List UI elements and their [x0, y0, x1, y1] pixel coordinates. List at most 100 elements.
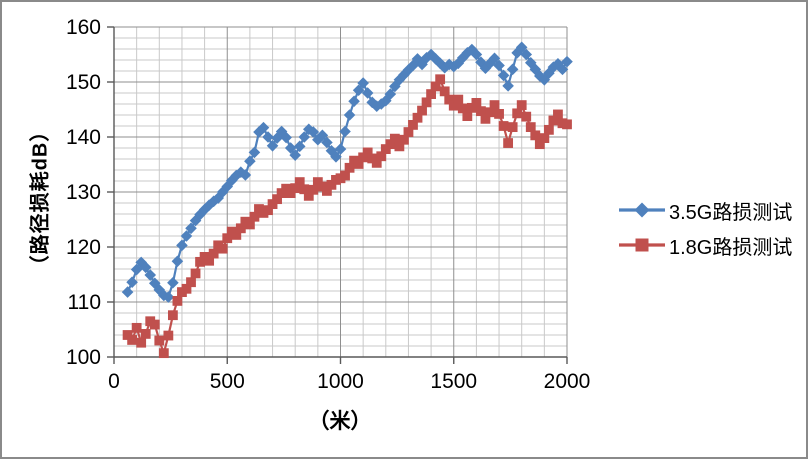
square-marker: [562, 119, 572, 130]
diamond-marker: [524, 56, 537, 69]
diamond-marker: [357, 77, 369, 89]
diamond-marker: [515, 41, 528, 54]
diamond-marker: [185, 222, 197, 235]
diamond-marker: [257, 121, 270, 134]
square-marker-icon: [619, 238, 665, 252]
square-marker: [553, 109, 563, 120]
y-tick-label: 140: [66, 126, 101, 149]
square-marker: [290, 183, 301, 194]
diamond-marker: [298, 131, 311, 143]
legend-label: 1.8G路损测试: [669, 236, 793, 259]
square-marker: [186, 277, 196, 288]
diamond-marker: [380, 94, 392, 107]
square-marker: [362, 147, 373, 158]
diamond-marker: [284, 142, 297, 154]
square-marker: [480, 113, 491, 124]
legend-item-1-8g[interactable]: 1.8G路损测试: [617, 231, 792, 259]
square-marker: [389, 133, 400, 144]
diamond-marker: [121, 286, 134, 298]
diamond-marker: [189, 214, 202, 227]
square-marker: [489, 100, 500, 110]
square-marker: [439, 86, 450, 97]
square-marker: [249, 211, 260, 222]
axes: [107, 26, 568, 364]
diamond-marker: [293, 140, 306, 153]
x-tick-label: 500: [210, 370, 245, 393]
legend: 3.5G路损测试 1.8G路损测试: [617, 196, 792, 259]
square-marker: [127, 335, 138, 345]
square-marker: [417, 105, 427, 116]
diamond-marker: [461, 47, 474, 59]
x-tick-label: 1500: [430, 370, 477, 393]
diamond-marker: [497, 69, 510, 82]
square-marker: [131, 322, 142, 333]
square-marker: [308, 184, 319, 195]
square-marker: [231, 230, 242, 240]
square-marker: [190, 268, 201, 279]
square-marker: [245, 219, 255, 230]
square-marker: [208, 248, 219, 259]
square-marker: [204, 255, 215, 266]
diamond-marker: [171, 255, 184, 268]
y-tick-label: 160: [66, 16, 101, 39]
x-tick-label: 1000: [317, 370, 364, 393]
square-marker: [457, 103, 468, 114]
diamond-marker: [543, 67, 555, 79]
square-marker: [548, 115, 559, 126]
series-1-8g[interactable]: [122, 74, 572, 359]
square-marker: [149, 319, 160, 330]
square-marker: [272, 194, 282, 205]
square-marker: [403, 127, 414, 137]
square-marker: [485, 107, 495, 118]
legend-label: 3.5G路损测试: [669, 201, 793, 224]
diamond-marker: [153, 284, 166, 296]
legend-item-3-5g[interactable]: 3.5G路损测试: [617, 196, 792, 224]
square-marker: [344, 162, 355, 173]
square-marker: [516, 100, 527, 110]
square-marker: [466, 102, 477, 113]
square-marker: [154, 335, 165, 346]
square-marker: [299, 184, 310, 195]
diamond-marker: [135, 256, 147, 269]
diamond-marker: [148, 277, 161, 290]
diamond-marker: [348, 95, 360, 108]
square-marker: [167, 310, 178, 321]
square-marker: [353, 159, 364, 169]
x-tick-label: 2000: [544, 370, 591, 393]
square-marker: [385, 139, 396, 150]
diamond-marker: [139, 261, 152, 274]
square-marker: [358, 152, 369, 163]
diamond-marker: [248, 146, 261, 159]
diamond-marker: [302, 123, 315, 136]
square-marker: [503, 138, 514, 148]
square-marker: [217, 243, 228, 254]
square-marker: [163, 330, 174, 341]
square-marker: [285, 188, 296, 198]
diamond-marker: [361, 87, 374, 99]
square-marker: [525, 122, 536, 132]
square-marker: [267, 199, 278, 209]
diamond-marker: [370, 100, 383, 112]
square-marker: [453, 94, 464, 105]
diamond-marker: [352, 84, 365, 97]
square-marker: [140, 329, 151, 339]
diamond-marker: [275, 125, 288, 138]
series-3-5g[interactable]: [121, 41, 573, 303]
diamond-marker: [167, 276, 179, 289]
square-marker: [340, 170, 350, 181]
square-marker: [235, 223, 246, 234]
diamond-marker: [158, 289, 170, 302]
diamond-marker: [144, 269, 157, 281]
square-marker: [498, 121, 509, 131]
square-marker: [408, 120, 418, 130]
square-marker: [122, 330, 133, 340]
diamond-marker: [556, 63, 569, 76]
y-tick-label: 120: [66, 236, 101, 259]
diamond-marker: [470, 48, 483, 61]
y-tick-label: 150: [66, 71, 101, 94]
square-marker: [136, 337, 147, 348]
diamond-marker: [162, 291, 175, 303]
square-marker: [539, 133, 550, 143]
